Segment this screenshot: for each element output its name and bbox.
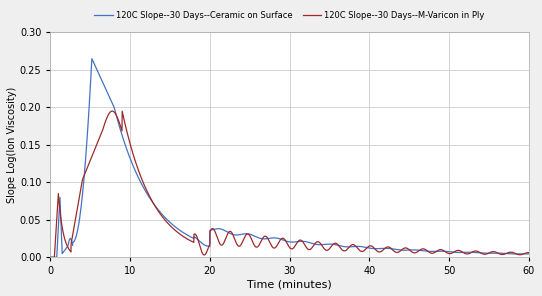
Line: 120C Slope--30 Days--M-Varicon in Ply: 120C Slope--30 Days--M-Varicon in Ply: [50, 111, 529, 257]
120C Slope--30 Days--M-Varicon in Ply: [231, 236, 237, 239]
120C Slope--30 Days--M-Varicon in Ply: [465, 252, 472, 256]
Line: 120C Slope--30 Days--Ceramic on Surface: 120C Slope--30 Days--Ceramic on Surface: [50, 59, 529, 257]
120C Slope--30 Days--M-Varicon in Ply: [526, 251, 532, 255]
120C Slope--30 Days--Ceramic on Surface: [130, 165, 137, 168]
120C Slope--30 Days--M-Varicon in Ply: [102, 121, 108, 125]
120C Slope--30 Days--M-Varicon in Ply: [251, 244, 258, 248]
120C Slope--30 Days--Ceramic on Surface: [465, 250, 472, 254]
120C Slope--30 Days--M-Varicon in Ply: [47, 255, 54, 259]
Y-axis label: Slope Log(Ion Viscosity): Slope Log(Ion Viscosity): [7, 87, 17, 203]
120C Slope--30 Days--Ceramic on Surface: [47, 255, 54, 259]
120C Slope--30 Days--Ceramic on Surface: [517, 252, 523, 256]
Legend: 120C Slope--30 Days--Ceramic on Surface, 120C Slope--30 Days--M-Varicon in Ply: 120C Slope--30 Days--Ceramic on Surface,…: [91, 7, 488, 23]
X-axis label: Time (minutes): Time (minutes): [247, 279, 332, 289]
120C Slope--30 Days--M-Varicon in Ply: [130, 154, 137, 157]
120C Slope--30 Days--Ceramic on Surface: [88, 57, 95, 60]
120C Slope--30 Days--Ceramic on Surface: [251, 234, 258, 238]
120C Slope--30 Days--M-Varicon in Ply: [109, 109, 115, 113]
120C Slope--30 Days--Ceramic on Surface: [231, 233, 237, 237]
120C Slope--30 Days--M-Varicon in Ply: [517, 253, 523, 257]
120C Slope--30 Days--Ceramic on Surface: [526, 252, 532, 256]
120C Slope--30 Days--Ceramic on Surface: [102, 86, 108, 89]
